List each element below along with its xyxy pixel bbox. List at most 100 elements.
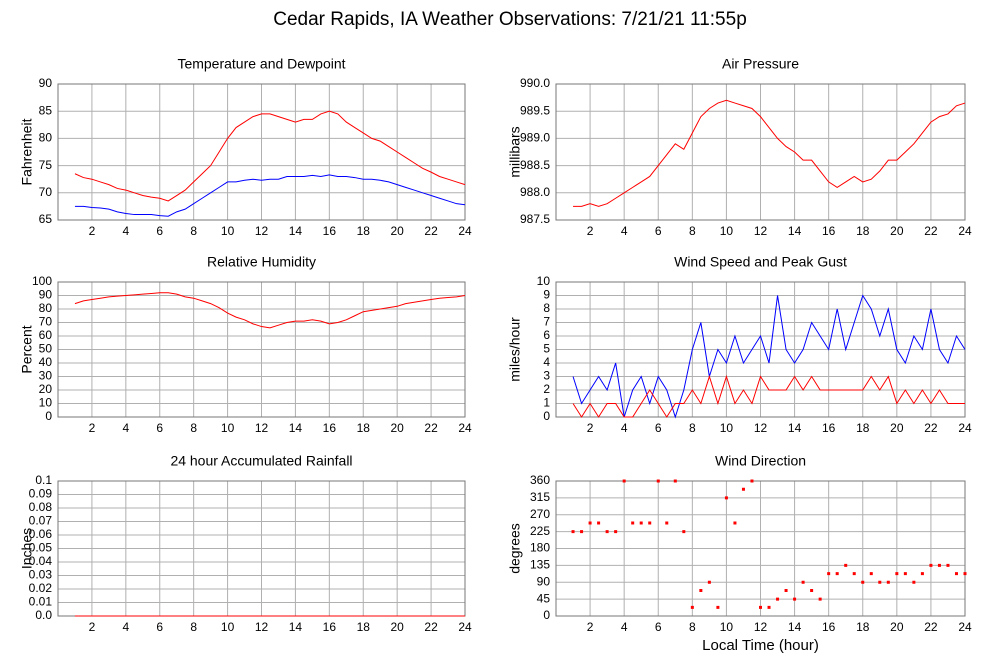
data-point — [733, 521, 737, 525]
y-tick-label: 988.0 — [520, 185, 550, 199]
data-line — [572, 294, 966, 419]
y-tick-label: 10 — [39, 396, 53, 410]
data-point — [656, 479, 660, 483]
data-point — [869, 572, 873, 576]
x-tick-label: 4 — [621, 224, 628, 238]
y-tick-label: 0.01 — [29, 595, 53, 609]
data-point — [903, 572, 907, 576]
x-tick-label: 8 — [190, 224, 197, 238]
y-tick-label: 3 — [543, 369, 550, 383]
data-point — [639, 521, 643, 525]
x-tick-label: 10 — [720, 620, 734, 634]
plot-frame — [555, 480, 966, 617]
data-point — [810, 589, 814, 592]
x-tick-label: 20 — [390, 620, 404, 634]
chart-title: Temperature and Dewpoint — [177, 56, 345, 72]
data-point — [912, 580, 916, 584]
x-tick-label: 4 — [122, 620, 129, 634]
y-tick-label: 50 — [39, 342, 53, 356]
data-point — [699, 589, 703, 592]
x-tick-label: 24 — [458, 620, 472, 634]
x-tick-label: 10 — [720, 421, 734, 435]
data-point — [920, 572, 924, 576]
x-tick-label: 20 — [390, 224, 404, 238]
x-tick-label: 12 — [255, 620, 269, 634]
data-line — [74, 110, 466, 202]
data-point — [844, 563, 848, 567]
y-tick-label: 360 — [530, 473, 550, 487]
x-tick-label: 10 — [221, 620, 235, 634]
x-tick-label: 2 — [89, 421, 96, 435]
x-tick-label: 8 — [190, 421, 197, 435]
x-tick-label: 8 — [689, 224, 696, 238]
data-point — [852, 572, 856, 576]
x-tick-label: 24 — [958, 421, 972, 435]
y-tick-label: 20 — [39, 382, 53, 396]
data-point — [793, 597, 797, 601]
x-tick-label: 2 — [587, 421, 594, 435]
data-point — [878, 580, 882, 584]
y-tick-label: 989.0 — [520, 131, 550, 145]
x-tick-label: 14 — [788, 620, 802, 634]
y-axis-label: miles/hour — [507, 317, 523, 382]
y-tick-label: 270 — [530, 507, 550, 521]
data-point — [946, 563, 950, 567]
data-line — [74, 292, 466, 329]
data-point — [648, 521, 652, 525]
x-tick-label: 4 — [621, 620, 628, 634]
x-tick-label: 10 — [221, 421, 235, 435]
x-tick-label: 16 — [822, 421, 836, 435]
y-tick-label: 45 — [537, 591, 551, 605]
y-tick-label: 0 — [45, 409, 52, 423]
x-tick-label: 12 — [754, 421, 768, 435]
y-tick-label: 0.09 — [29, 487, 53, 501]
x-tick-label: 12 — [255, 224, 269, 238]
x-tick-label: 22 — [424, 421, 438, 435]
plot-frame — [57, 83, 466, 221]
chart-title: Relative Humidity — [207, 254, 316, 270]
x-tick-label: 24 — [458, 421, 472, 435]
x-tick-label: 2 — [89, 620, 96, 634]
chart-title: Wind Direction — [715, 453, 806, 469]
x-tick-label: 8 — [689, 421, 696, 435]
x-tick-label: 20 — [390, 421, 404, 435]
y-tick-label: 987.5 — [520, 212, 550, 226]
y-axis-label: millibars — [507, 126, 523, 177]
y-tick-label: 7 — [543, 315, 550, 329]
data-point — [571, 530, 575, 534]
y-tick-label: 225 — [530, 524, 550, 538]
y-tick-label: 1 — [543, 396, 550, 410]
y-tick-label: 80 — [39, 131, 53, 145]
x-tick-label: 10 — [720, 224, 734, 238]
x-tick-label: 18 — [856, 224, 870, 238]
y-tick-label: 990.0 — [520, 76, 550, 90]
y-tick-label: 0.02 — [29, 581, 53, 595]
x-tick-label: 20 — [890, 224, 904, 238]
y-tick-label: 0 — [543, 409, 550, 423]
y-tick-label: 0 — [543, 608, 550, 622]
x-tick-label: 22 — [924, 421, 938, 435]
data-point — [861, 580, 865, 584]
x-tick-label: 14 — [788, 421, 802, 435]
y-axis-label: degrees — [507, 523, 523, 574]
y-tick-label: 2 — [543, 382, 550, 396]
data-point — [605, 530, 609, 534]
x-tick-label: 6 — [655, 421, 662, 435]
data-point — [929, 563, 933, 567]
x-tick-label: 16 — [323, 620, 337, 634]
x-tick-label: 14 — [289, 224, 303, 238]
x-tick-label: 18 — [856, 620, 870, 634]
y-tick-label: 70 — [39, 315, 53, 329]
x-tick-label: 6 — [655, 224, 662, 238]
data-point — [827, 572, 831, 576]
y-tick-label: 0.07 — [29, 514, 53, 528]
y-tick-label: 0.04 — [29, 554, 53, 568]
data-point — [759, 605, 762, 609]
y-tick-label: 4 — [543, 355, 550, 369]
x-tick-label: 14 — [289, 620, 303, 634]
x-tick-label: 2 — [89, 224, 96, 238]
page-title: Cedar Rapids, IA Weather Observations: 7… — [273, 9, 747, 30]
data-line — [572, 374, 965, 418]
data-point — [588, 521, 592, 525]
x-tick-label: 4 — [621, 421, 628, 435]
